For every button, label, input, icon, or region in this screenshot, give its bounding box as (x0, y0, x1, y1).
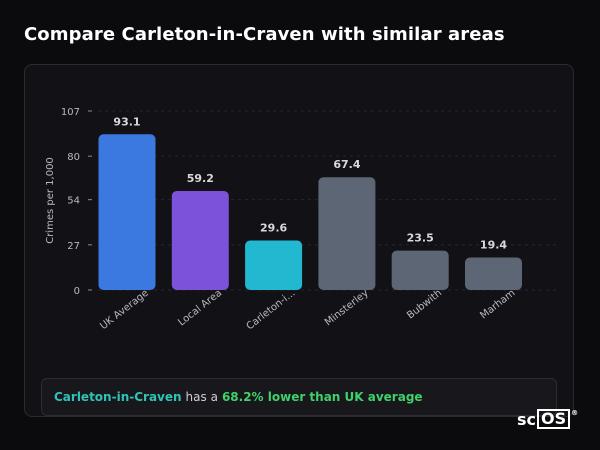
summary-banner: Carleton-in-Craven has a 68.2% lower tha… (41, 378, 557, 416)
x-tick-label: UK Average (98, 288, 151, 332)
x-tick-label: Marham (478, 288, 517, 322)
y-tick-label: 80 (67, 152, 80, 163)
y-tick-label: 54 (67, 196, 80, 207)
x-tick-label: Carleton-i... (245, 288, 298, 333)
y-axis-label: Crimes per 1,000 (45, 157, 56, 244)
summary-stat: 68.2% lower than UK average (221, 390, 423, 404)
data-label: 93.1 (113, 115, 140, 128)
x-tick-label: Local Area (176, 288, 224, 329)
bar (318, 177, 376, 290)
x-tick-label: Minsterley (323, 288, 371, 329)
data-label: 29.6 (260, 221, 287, 234)
page-title: Compare Carleton-in-Craven with similar … (24, 24, 505, 45)
bar (391, 250, 449, 290)
y-tick-label: 0 (74, 286, 80, 297)
data-label: 19.4 (480, 239, 507, 252)
bar (98, 134, 156, 290)
bar (465, 257, 522, 290)
data-label: 23.5 (407, 232, 434, 245)
bar (245, 240, 303, 290)
brand-logo: sc OS ® (517, 409, 578, 429)
bar (171, 190, 229, 290)
y-tick-label: 27 (67, 241, 80, 252)
summary-text: has a (185, 390, 218, 404)
logo-boxed: OS (537, 409, 571, 429)
data-label: 67.4 (333, 158, 360, 171)
summary-place: Carleton-in-Craven (54, 390, 182, 404)
y-tick-label: 107 (61, 107, 80, 118)
logo-registered-mark: ® (571, 409, 579, 417)
data-label: 59.2 (187, 172, 214, 185)
x-tick-label: Bubwith (405, 288, 444, 322)
logo-prefix: sc (517, 409, 537, 429)
